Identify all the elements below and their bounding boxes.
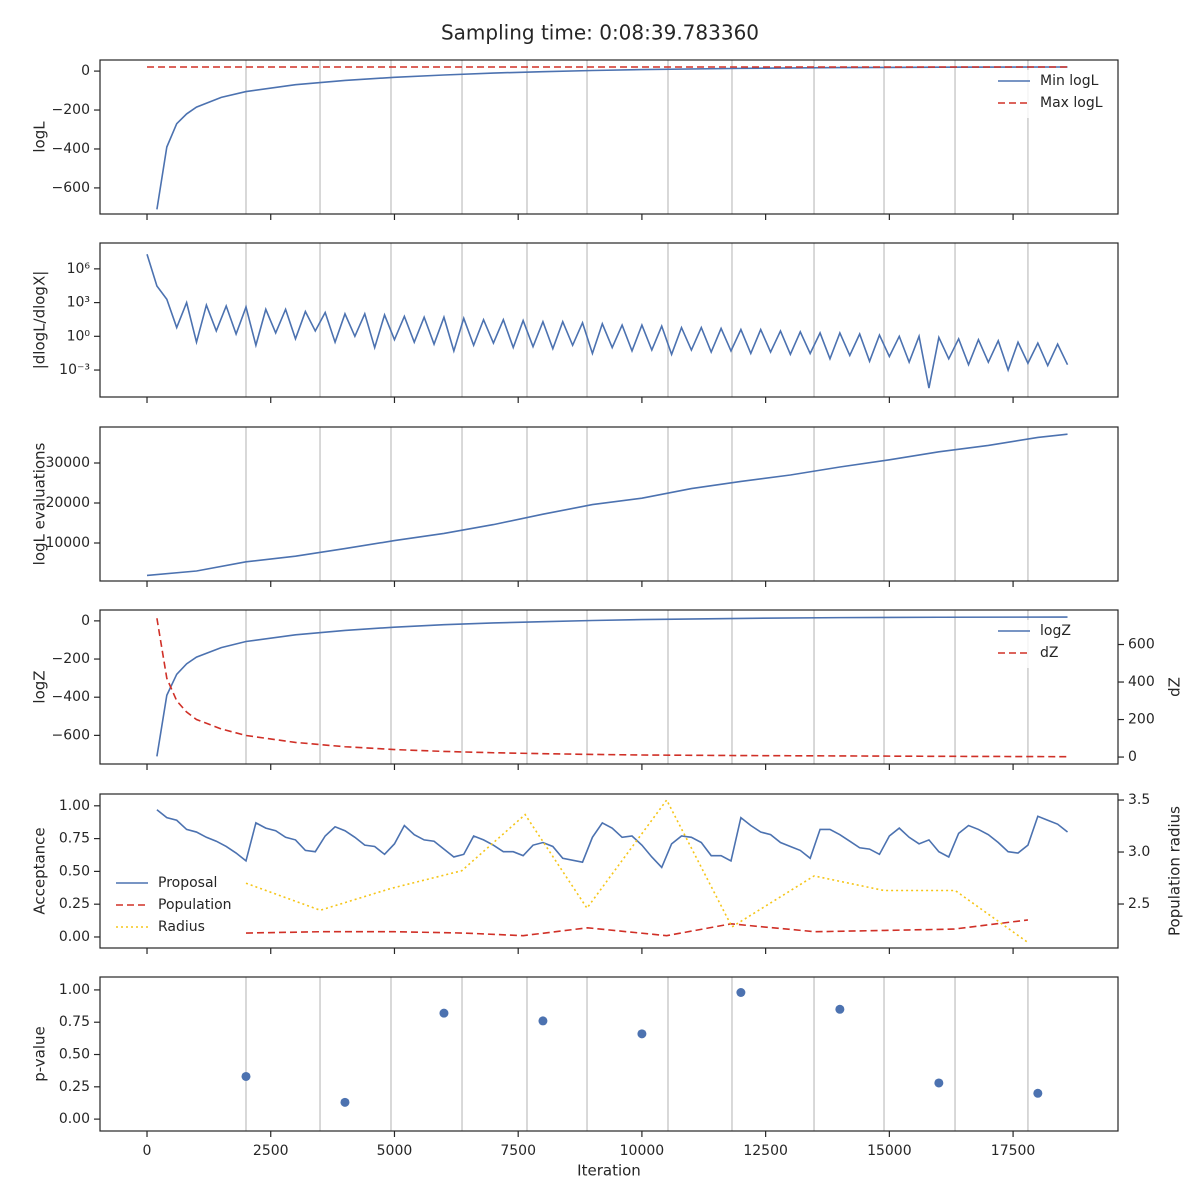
y-tick-label: 0.50 <box>59 863 90 879</box>
data-point <box>934 1078 944 1088</box>
legend-box <box>990 70 1110 118</box>
y-tick-label: 1.00 <box>59 982 90 998</box>
data-point <box>835 1004 845 1014</box>
y-tick-label: −200 <box>52 651 90 667</box>
y-tick-label: 1.00 <box>59 798 90 814</box>
plot-frame <box>99 426 1119 582</box>
x-tick-label: 10000 <box>620 1143 665 1159</box>
y-tick-label: −600 <box>52 727 90 743</box>
y-axis-label: |dlogL/dlogX| <box>31 271 49 370</box>
legend-label: Radius <box>158 919 205 935</box>
y-tick-label: 10000 <box>45 535 90 551</box>
y-tick-label: 20000 <box>45 495 90 511</box>
x-tick-label: 0 <box>143 1143 152 1159</box>
y-tick-label: 10⁶ <box>67 261 91 277</box>
y2-tick-label: 2.5 <box>1128 896 1150 912</box>
y-tick-label: 0.75 <box>59 1014 90 1030</box>
x-tick-label: 12500 <box>743 1143 788 1159</box>
data-point <box>241 1071 251 1081</box>
legend-label: Proposal <box>158 875 217 891</box>
y2-tick-label: 200 <box>1128 712 1155 728</box>
data-line <box>146 254 1069 389</box>
y2-axis-label: Population radius <box>1166 806 1184 936</box>
y-tick-label: 0.50 <box>59 1047 90 1063</box>
plot-frame <box>99 609 1119 765</box>
x-tick-label: 7500 <box>500 1143 536 1159</box>
data-point <box>439 1008 449 1018</box>
y2-tick-label: 600 <box>1128 637 1155 653</box>
y2-axis-label: dZ <box>1166 677 1184 697</box>
y-axis-label: p-value <box>31 1026 49 1082</box>
y-tick-label: −600 <box>52 180 90 196</box>
data-point <box>538 1016 548 1026</box>
y-axis-label: logL <box>31 121 49 153</box>
x-axis-label: Iteration <box>577 1162 641 1180</box>
y-tick-label: 0.25 <box>59 1079 90 1095</box>
figure-title: Sampling time: 0:08:39.783360 <box>441 21 759 45</box>
plot-frame <box>99 793 1119 949</box>
data-line <box>156 66 1068 210</box>
y-tick-label: −400 <box>52 689 90 705</box>
y2-tick-label: 3.5 <box>1128 792 1150 808</box>
legend-label: Min logL <box>1040 73 1099 89</box>
data-point <box>736 988 746 998</box>
data-point <box>340 1097 350 1107</box>
legend-label: Max logL <box>1040 95 1103 111</box>
x-tick-label: 5000 <box>377 1143 413 1159</box>
data-line <box>156 809 1069 869</box>
y-axis-label: Acceptance <box>31 827 49 914</box>
y-tick-label: 0.25 <box>59 896 90 912</box>
legend-label: Population <box>158 897 232 913</box>
y2-tick-label: 400 <box>1128 674 1155 690</box>
y-tick-label: 0.75 <box>59 831 90 847</box>
y-tick-label: 0.00 <box>59 1111 90 1127</box>
y-tick-label: 30000 <box>45 455 90 471</box>
x-tick-label: 17500 <box>991 1143 1036 1159</box>
legend-label: logZ <box>1040 623 1071 639</box>
data-line <box>156 618 1068 758</box>
y-tick-label: 0 <box>81 613 90 629</box>
y-tick-label: 10⁻³ <box>59 362 90 378</box>
data-line <box>156 616 1068 757</box>
x-tick-label: 15000 <box>867 1143 912 1159</box>
y2-tick-label: 0 <box>1128 749 1137 765</box>
y-tick-label: 0.00 <box>59 929 90 945</box>
y-tick-label: −400 <box>52 141 90 157</box>
y-tick-label: −200 <box>52 102 90 118</box>
data-line <box>245 919 1029 937</box>
data-point <box>637 1029 647 1039</box>
plot-frame <box>99 59 1119 215</box>
y-axis-label: logZ <box>31 670 49 703</box>
y-tick-label: 0 <box>81 63 90 79</box>
y-axis-label: logL evaluations <box>31 442 49 565</box>
plot-frame <box>99 242 1119 398</box>
legend-box <box>990 620 1110 668</box>
y2-tick-label: 3.0 <box>1128 844 1150 860</box>
data-point <box>1033 1088 1043 1098</box>
plot-frame <box>99 976 1119 1132</box>
legend-label: dZ <box>1040 645 1058 661</box>
data-line <box>245 798 1029 944</box>
data-line <box>146 433 1068 577</box>
y-tick-label: 10⁰ <box>67 328 91 344</box>
y-tick-label: 10³ <box>67 295 90 311</box>
x-tick-label: 2500 <box>253 1143 289 1159</box>
